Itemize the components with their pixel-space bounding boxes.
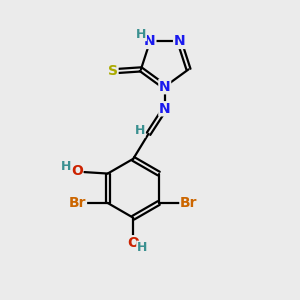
- Text: N: N: [144, 34, 156, 48]
- Text: N: N: [159, 102, 170, 116]
- Text: S: S: [108, 64, 118, 78]
- Text: H: H: [134, 124, 145, 137]
- Text: Br: Br: [69, 196, 86, 210]
- Text: H: H: [136, 28, 146, 40]
- Text: O: O: [127, 236, 139, 250]
- Text: O: O: [71, 164, 83, 178]
- Text: N: N: [159, 80, 170, 94]
- Text: Br: Br: [180, 196, 197, 210]
- Text: H: H: [137, 241, 147, 254]
- Text: H: H: [61, 160, 71, 173]
- Text: N: N: [174, 34, 185, 48]
